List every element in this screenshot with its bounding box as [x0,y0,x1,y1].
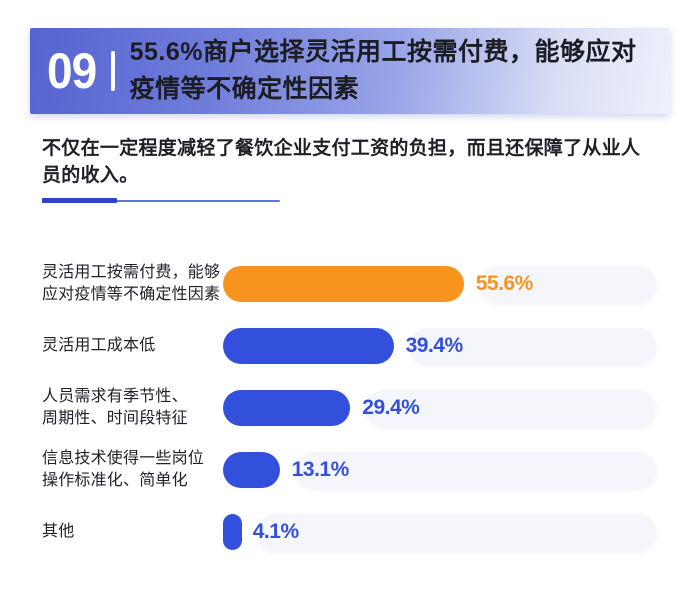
value-label: 55.6% [475,272,534,295]
chart-row: 灵活用工成本低 39.4% [42,315,656,377]
bar-track [295,452,656,488]
bar-track [366,390,656,426]
category-label-line: 周期性、时间段特征 [42,410,188,427]
bar-track [409,328,656,364]
bar-area: 55.6% [223,266,656,302]
bar [223,328,394,364]
section-number: 09 [47,43,97,99]
bar [223,390,351,426]
chart-row: 人员需求有季节性、 周期性、时间段特征 29.4% [42,377,656,439]
category-label-line: 应对疫情等不确定性因素 [42,286,221,303]
category-label: 人员需求有季节性、 周期性、时间段特征 [42,386,223,430]
chart-row: 信息技术使得一些岗位 操作标准化、简单化 13.1% [42,439,656,501]
value-label: 29.4% [362,396,420,419]
category-label: 信息技术使得一些岗位 操作标准化、简单化 [42,448,223,492]
bar [223,452,280,488]
value-label: 13.1% [291,458,350,481]
category-label: 灵活用工按需付费，能够 应对疫情等不确定性因素 [42,262,223,306]
bar [223,514,242,550]
infographic-card: 09 55.6%商户选择灵活用工按需付费，能够应对 疫情等不确定性因素 不仅在一… [0,28,700,592]
bar-area: 39.4% [223,328,656,364]
intro-text: 不仅在一定程度减轻了餐饮企业支付工资的负担，而且还保障了从业人员的收入。 [42,138,641,186]
category-label: 其他 [42,521,223,543]
category-label-line: 灵活用工成本低 [42,337,156,354]
chart-row: 其他 4.1% [42,501,656,563]
page-title-line2: 疫情等不确定性因素 [129,75,360,103]
bar [223,266,464,302]
intro-section: 不仅在一定程度减轻了餐饮企业支付工资的负担，而且还保障了从业人员的收入。 [42,135,656,203]
underline-thin-segment [42,200,280,202]
bar-area: 4.1% [223,514,656,550]
value-label: 4.1% [252,520,299,543]
category-label: 灵活用工成本低 [42,335,223,357]
category-label-line: 灵活用工按需付费，能够 [42,264,221,281]
bar-chart: 灵活用工按需付费，能够 应对疫情等不确定性因素 55.6% 灵活用工成本低 39.… [42,253,656,563]
accent-underline [42,198,280,203]
category-label-line: 其他 [42,523,75,540]
bar-area: 13.1% [223,452,656,488]
underline-thick-segment [42,198,117,203]
chart-row: 灵活用工按需付费，能够 应对疫情等不确定性因素 55.6% [42,253,656,315]
header-banner: 09 55.6%商户选择灵活用工按需付费，能够应对 疫情等不确定性因素 [30,28,670,114]
category-label-line: 人员需求有季节性、 [42,388,188,405]
value-label: 39.4% [405,334,464,357]
bar-area: 29.4% [223,390,656,426]
bar-track [256,514,656,550]
category-label-line: 信息技术使得一些岗位 [42,450,205,467]
category-label-line: 操作标准化、简单化 [42,472,188,489]
page-title: 55.6%商户选择灵活用工按需付费，能够应对 疫情等不确定性因素 [130,34,637,108]
bar-track [479,266,656,302]
divider-bar [110,51,115,91]
page-title-line1: 55.6%商户选择灵活用工按需付费，能够应对 [129,38,637,66]
